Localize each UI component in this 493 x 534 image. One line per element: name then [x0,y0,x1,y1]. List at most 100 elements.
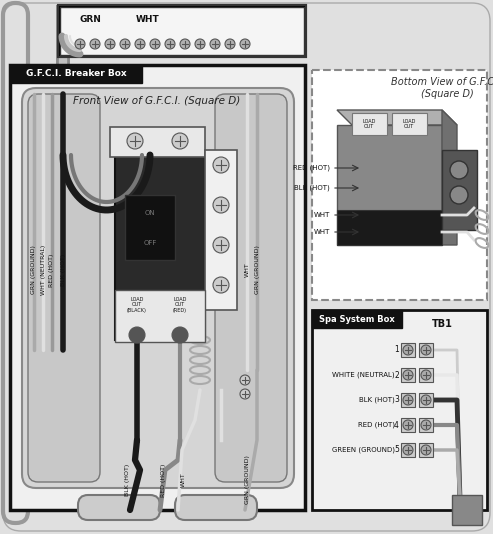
Bar [312,70,487,300]
Bar [10,65,142,83]
Text: 1: 1 [394,345,399,355]
Bar [58,5,306,57]
Text: WHT: WHT [314,229,330,235]
FancyBboxPatch shape [3,3,490,531]
Bar [205,150,237,310]
Circle shape [120,39,130,49]
Circle shape [213,237,229,253]
Bar [312,310,402,328]
Circle shape [213,277,229,293]
Text: GRN: GRN [79,15,101,25]
Bar [401,368,415,382]
Text: LOAD
OUT: LOAD OUT [402,119,416,129]
Polygon shape [442,110,457,245]
Circle shape [75,39,85,49]
Bar [419,393,433,407]
Circle shape [421,345,431,355]
Circle shape [150,39,160,49]
Bar [419,368,433,382]
Circle shape [135,39,145,49]
Text: WHT (NEUTRAL): WHT (NEUTRAL) [40,245,45,295]
Text: RED (HOT): RED (HOT) [358,422,395,428]
Bar [352,113,387,135]
Bar [60,7,304,55]
Bar [401,343,415,357]
Circle shape [240,39,250,49]
Text: WHT: WHT [136,15,160,25]
Bar [392,113,427,135]
Bar [58,5,306,57]
FancyBboxPatch shape [175,495,257,520]
Circle shape [240,375,250,385]
Text: WHITE (NEUTRAL): WHITE (NEUTRAL) [332,372,395,378]
Bar [115,290,205,342]
Polygon shape [337,110,457,125]
Text: G.F.C.I. Breaker Box: G.F.C.I. Breaker Box [26,69,126,78]
Text: Spa System Box: Spa System Box [319,315,395,324]
Circle shape [172,327,188,343]
Circle shape [129,327,145,343]
Text: WHT: WHT [180,473,185,488]
Circle shape [421,370,431,380]
Text: GRN (GROUND): GRN (GROUND) [254,246,259,294]
Bar [10,65,305,510]
Bar [452,495,482,525]
Text: LOAD
OUT: LOAD OUT [362,119,376,129]
Text: 5: 5 [394,445,399,454]
Text: TB1: TB1 [431,319,453,329]
Text: RED (HOT): RED (HOT) [49,253,55,287]
Circle shape [403,370,413,380]
Circle shape [172,133,188,149]
Bar [401,418,415,432]
Circle shape [210,39,220,49]
FancyBboxPatch shape [22,88,294,488]
Circle shape [403,445,413,455]
Circle shape [213,197,229,213]
Text: Bottom View of G.F.C.I.
(Square D): Bottom View of G.F.C.I. (Square D) [391,77,493,99]
Bar [115,155,205,340]
Bar [110,127,205,157]
FancyBboxPatch shape [215,94,287,482]
Circle shape [213,157,229,173]
Circle shape [421,395,431,405]
Circle shape [225,39,235,49]
Text: 3: 3 [394,396,399,404]
Circle shape [450,161,468,179]
Text: GREEN (GROUND): GREEN (GROUND) [332,447,395,453]
Text: GRN (GROUND): GRN (GROUND) [32,246,36,294]
Text: GRN (GROUND): GRN (GROUND) [246,456,250,505]
Circle shape [180,39,190,49]
Text: BLK (HOT): BLK (HOT) [294,185,330,191]
Text: BLK (HOT): BLK (HOT) [359,397,395,403]
Text: RED (HOT): RED (HOT) [293,165,330,171]
Bar [337,125,442,245]
Text: ON: ON [144,210,155,216]
Text: 2: 2 [394,371,399,380]
Bar [312,310,487,510]
Circle shape [127,133,143,149]
Circle shape [105,39,115,49]
Circle shape [421,445,431,455]
Text: WHT: WHT [314,212,330,218]
Circle shape [403,420,413,430]
Bar [442,150,477,230]
Text: WHT: WHT [245,263,249,277]
Text: LOAD
OUT
(RED): LOAD OUT (RED) [173,297,187,313]
Circle shape [421,420,431,430]
Bar [125,195,175,260]
Circle shape [450,186,468,204]
Text: 4: 4 [394,420,399,429]
Text: LOAD
OUT
(BLACK): LOAD OUT (BLACK) [127,297,147,313]
Circle shape [403,345,413,355]
Text: OFF: OFF [143,240,157,246]
Circle shape [240,389,250,399]
Text: BLK (HOT): BLK (HOT) [126,464,131,496]
Circle shape [195,39,205,49]
Text: RED (HOT): RED (HOT) [161,464,166,497]
Bar [419,343,433,357]
Bar [419,443,433,457]
Circle shape [165,39,175,49]
Bar [419,418,433,432]
FancyBboxPatch shape [28,94,100,482]
Bar [337,210,442,245]
